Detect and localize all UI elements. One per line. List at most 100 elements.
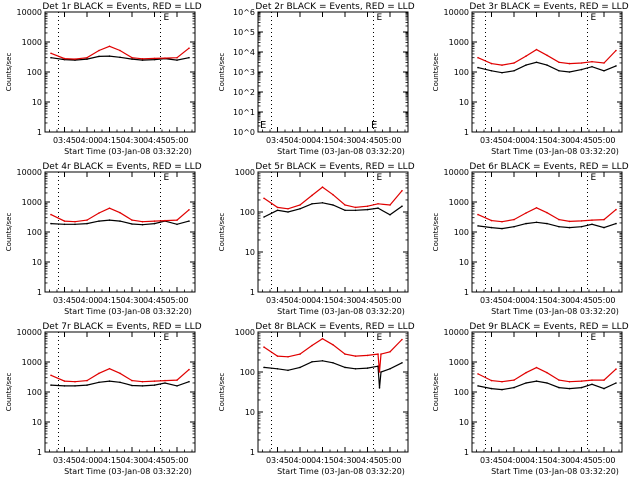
chart8-xtick-label: 04:00 [288,456,311,465]
chart5-xtick-label: 03:45 [266,296,289,305]
chart8-point-lld [344,353,346,355]
chart7-point-lld [131,379,133,382]
chart9-xtick-label: 04:45 [570,456,593,465]
chart9-xlabel: Start Time (03-Jan-08 03:32:20) [491,467,619,476]
chart6-point-events [591,223,593,226]
chart2-xtick-label: 03:45 [266,136,289,145]
chart5-xtick-label: 04:30 [333,296,356,305]
chart4-point-lld [50,213,52,216]
chart5-point-lld [287,208,289,210]
chart7-ytick-label: 10 [32,418,42,427]
chart4-point-events [153,222,156,225]
chart9-xtick-label: 03:45 [480,456,503,465]
chart3-point-events [591,65,593,68]
chart4-ytick-label: 1 [37,288,42,297]
chart7-point-events [141,385,144,387]
chart4-point-events [176,223,178,226]
chart3-point-lld [477,56,479,59]
chart3-title: Det 3r BLACK = Events, RED = LLD [469,2,628,12]
chart8-xtick-label: 04:45 [356,456,379,465]
chart4-frame [44,171,196,293]
chart9-point-lld [591,379,593,381]
chart4-point-events [141,223,144,226]
chart3-xtick-label: 04:45 [570,136,593,145]
chart1-ytick-label: 10000 [17,8,42,17]
chart8-point-lld [263,346,265,348]
chart7-point-events [63,385,66,387]
chart9-point-events [615,382,617,384]
chart5-point-events [263,216,265,218]
chart3-xtick-label: 04:00 [502,136,525,145]
chart1-xtick-label: 03:45 [53,136,76,145]
chart8-point-lld [389,351,391,353]
chart2-xtick-label: 05:00 [378,136,401,145]
chart5-point-events [287,211,289,213]
chart1-point-lld [86,56,88,59]
chart5-point-lld [321,186,324,188]
chart8-frame [257,331,409,453]
chart3-point-lld [490,62,493,65]
chart8-point-lld [377,353,379,355]
chart8-point-lld [380,353,382,355]
chart9-xtick-label: 04:15 [525,456,548,465]
chart7-xlabel: Start Time (03-Jan-08 03:32:20) [64,467,192,476]
chart7-ylabel: Counts/sec [5,373,13,412]
chart9-point-lld [603,379,605,381]
chart8-xlabel: Start Time (03-Jan-08 03:32:20) [277,467,405,476]
chart4-point-events [86,222,88,225]
chart9-legend-glyph: E [591,333,597,343]
chart9-ytick-label: 100 [454,388,469,397]
chart2-xtick-label: 04:45 [356,136,379,145]
chart1-point-lld [108,45,111,48]
chart1-point-lld [98,49,100,52]
chart3-point-lld [525,55,527,57]
chart2-ytick-label: 10^6 [233,8,255,17]
chart1-xlabel: Start Time (03-Jan-08 03:32:20) [64,147,192,156]
chart1-point-lld [141,58,144,60]
chart9-point-lld [580,380,583,382]
chart6-point-lld [490,219,493,222]
chart9-point-lld [535,366,538,369]
chart6-point-lld [568,220,571,223]
chart4-point-events [108,219,111,221]
chart7-xtick-label: 04:30 [120,456,143,465]
chart4-xlabel: Start Time (03-Jan-08 03:32:20) [64,307,192,316]
chart4-xtick-label: 03:45 [53,296,76,305]
chart8-ylabel: Counts/sec [218,373,226,412]
chart7-point-events [108,380,111,382]
chart7-title: Det 7r BLACK = Events, RED = LLD [42,322,201,332]
chart8-point-lld [332,344,334,346]
chart6-point-lld [501,220,503,223]
chart8-ytick-label: 10 [245,408,255,417]
chart8-point-lld [321,337,324,340]
chart8-ytick-label: 100 [240,368,255,377]
chart4-ytick-label: 100 [27,228,42,237]
chart3-point-lld [603,62,605,64]
chart6-point-lld [591,219,593,221]
chart7-ytick-label: 1000 [22,358,42,367]
chart7-frame [44,331,196,453]
chart4-point-lld [131,219,133,221]
chart9-point-events [580,386,583,389]
chart5-point-lld [377,203,379,205]
chart1-xtick-label: 04:00 [75,136,98,145]
chart5-point-lld [389,204,391,206]
chart3-point-events [568,71,571,73]
chart7-xtick-label: 04:45 [143,456,166,465]
chart3-series-lld [477,48,617,66]
chart7-point-lld [108,367,111,370]
chart1-legend-glyph: E [164,13,170,23]
chart8-point-events [299,366,301,369]
chart9-xtick-label: 04:30 [547,456,570,465]
chart9-xtick-label: 05:00 [592,456,615,465]
chart1-frame [44,11,196,133]
chart1-point-lld [153,57,156,60]
chart9-point-events [525,382,527,384]
chart2-corner-glyph: E [260,120,266,131]
chart2-xtick-label: 04:15 [311,136,334,145]
chart5-point-lld [299,204,301,206]
chart3-ytick-label: 1000 [449,38,469,47]
chart5-xtick-label: 04:00 [288,296,311,305]
chart3-point-lld [615,49,617,52]
chart6-legend-glyph: E [591,173,597,183]
